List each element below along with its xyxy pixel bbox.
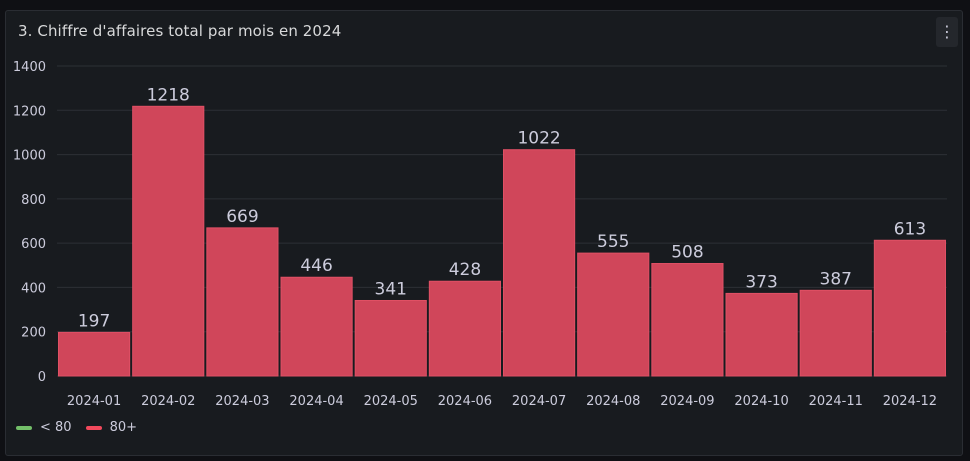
y-tick-label: 1400 xyxy=(13,60,46,75)
bar xyxy=(578,253,649,376)
legend-swatch-low xyxy=(16,426,32,430)
bar-value-label: 341 xyxy=(375,279,407,299)
y-tick-label: 1000 xyxy=(13,149,46,164)
legend: < 80 80+ xyxy=(16,420,137,435)
x-tick-label: 2024-10 xyxy=(734,394,788,409)
bar xyxy=(133,106,204,376)
bar-value-label: 446 xyxy=(300,256,332,276)
x-tick-label: 2024-04 xyxy=(289,394,343,409)
bar xyxy=(281,277,352,376)
bar xyxy=(652,264,723,376)
bar-value-label: 613 xyxy=(894,219,926,239)
x-tick-label: 2024-08 xyxy=(586,394,640,409)
bar xyxy=(429,281,500,376)
y-tick-label: 600 xyxy=(21,237,46,252)
bar-value-label: 1022 xyxy=(517,129,560,149)
x-tick-label: 2024-01 xyxy=(67,394,121,409)
bar-value-label: 1218 xyxy=(147,85,190,105)
bar-value-label: 555 xyxy=(597,232,629,252)
bar xyxy=(207,228,278,376)
bar xyxy=(726,293,797,376)
legend-label-high: 80+ xyxy=(110,420,137,435)
y-tick-label: 400 xyxy=(21,281,46,296)
bar-value-label: 197 xyxy=(78,311,110,331)
bar xyxy=(504,150,575,376)
bar xyxy=(355,300,426,376)
y-tick-label: 1200 xyxy=(13,104,46,119)
y-tick-label: 0 xyxy=(38,370,46,385)
x-tick-label: 2024-05 xyxy=(364,394,418,409)
x-tick-label: 2024-09 xyxy=(660,394,714,409)
x-tick-label: 2024-06 xyxy=(438,394,492,409)
x-tick-label: 2024-12 xyxy=(883,394,937,409)
legend-swatch-high xyxy=(86,426,102,430)
x-tick-label: 2024-07 xyxy=(512,394,566,409)
legend-item-high[interactable]: 80+ xyxy=(86,420,137,435)
legend-item-low[interactable]: < 80 xyxy=(16,420,72,435)
bar-value-label: 428 xyxy=(449,260,481,280)
bar-value-label: 508 xyxy=(671,243,703,263)
bar xyxy=(59,332,130,376)
x-tick-label: 2024-02 xyxy=(141,394,195,409)
legend-label-low: < 80 xyxy=(40,420,72,435)
x-tick-label: 2024-11 xyxy=(809,394,863,409)
bar-value-label: 387 xyxy=(820,269,852,289)
bar xyxy=(874,240,945,376)
bar-value-label: 669 xyxy=(226,207,258,227)
y-tick-label: 800 xyxy=(21,193,46,208)
bar xyxy=(800,290,871,376)
bar-value-label: 373 xyxy=(745,272,777,292)
y-tick-label: 200 xyxy=(21,326,46,341)
x-tick-label: 2024-03 xyxy=(215,394,269,409)
